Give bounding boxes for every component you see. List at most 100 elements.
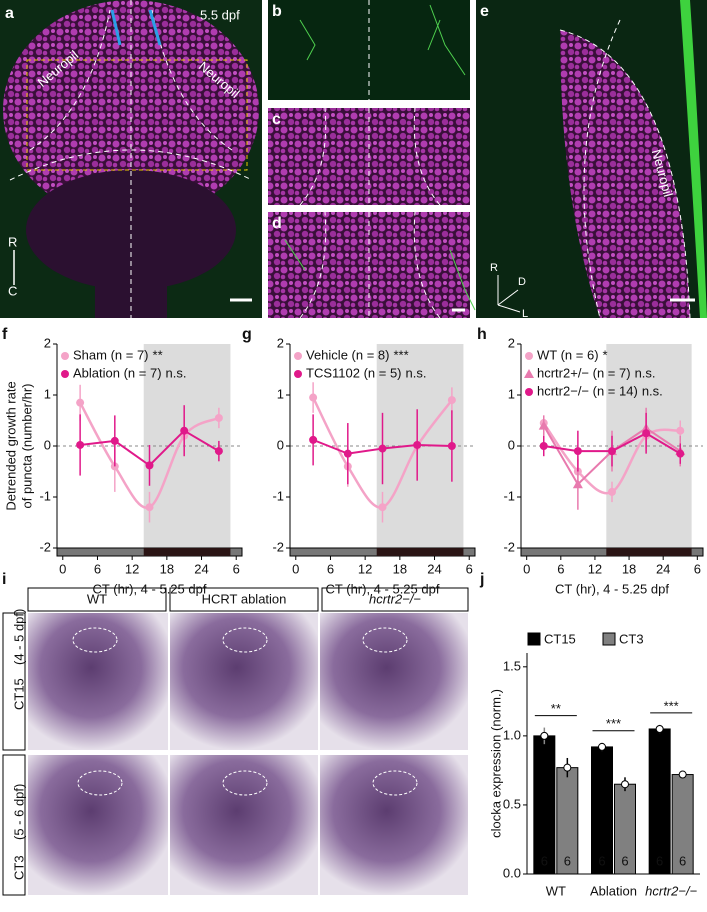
legend-label: TCS1102 (n = 5) [306, 365, 402, 380]
image-d [268, 211, 476, 319]
dark-bar [143, 548, 231, 556]
significance: * [603, 347, 608, 362]
y-tick-label: -1 [503, 488, 515, 503]
point [608, 447, 616, 456]
column-header: HCRT ablation [202, 591, 287, 606]
y-tick-label: 1 [277, 386, 284, 401]
x-axis-label: CT (hr), 4 - 5.25 dpf [326, 581, 440, 596]
y-tick-label: 1.5 [503, 658, 521, 673]
x-axis-label: CT (hr), 4 - 5.25 dpf [555, 581, 669, 596]
legend-label: Sham (n = 7) [73, 347, 149, 362]
x-tick-label: 24 [656, 561, 670, 576]
y-tick-label: 2 [277, 335, 284, 350]
point [378, 444, 387, 453]
dark-bar [606, 548, 692, 556]
image-c [268, 107, 470, 206]
legend-marker [61, 370, 69, 378]
x-tick-label: 18 [622, 561, 636, 576]
y-tick-label: -1 [39, 488, 51, 503]
panel-letter: b [272, 3, 282, 20]
point [621, 780, 629, 789]
y-tick-label: 0.5 [503, 796, 521, 811]
point [309, 393, 318, 402]
row-label: CT3 [11, 855, 26, 880]
point [642, 429, 651, 438]
panel-letter: f [2, 326, 8, 343]
panel-letter: g [242, 326, 252, 343]
y-tick-label: 0 [44, 437, 51, 452]
significance: n.s. [166, 365, 187, 380]
axis-label: R [490, 262, 498, 274]
column-header: WT [87, 591, 107, 606]
point [413, 440, 422, 449]
legend-marker [602, 632, 616, 646]
x-tick-label: hcrtr2−/− [645, 883, 697, 898]
point [76, 440, 85, 449]
image-a [0, 0, 262, 318]
panel-letter: e [480, 3, 489, 20]
significance: n.s. [642, 383, 663, 398]
significance: n.s. [406, 365, 427, 380]
legend-label: Ablation (n = 7) [73, 365, 162, 380]
x-tick-label: 0 [523, 561, 530, 576]
legend-marker [525, 352, 533, 360]
point [110, 436, 119, 445]
point [538, 420, 549, 430]
point [145, 461, 154, 470]
legend-marker [294, 352, 302, 360]
count-label: 6 [598, 853, 605, 868]
y-tick-label: 2 [508, 335, 515, 350]
significance: ** [551, 701, 561, 716]
x-tick-label: 18 [393, 561, 407, 576]
significance: *** [664, 698, 679, 713]
axis-label: R [8, 234, 17, 249]
significance: *** [393, 347, 408, 362]
y-tick-label: 1.0 [503, 727, 521, 742]
y-tick-label: -2 [503, 539, 515, 554]
legend-marker [294, 370, 302, 378]
x-tick-label: 24 [427, 561, 441, 576]
image-e [476, 0, 707, 319]
bar [648, 728, 671, 875]
panel-letter: i [2, 571, 6, 588]
point [447, 442, 456, 450]
legend-label: hcrtr2+/− (n = 7) [537, 365, 631, 380]
legend-marker [525, 388, 533, 396]
point [563, 763, 572, 772]
axis-label: L [522, 308, 528, 320]
significance: *** [606, 716, 621, 731]
count-label: 6 [541, 853, 548, 868]
row-label: (4 - 5 dpf) [11, 609, 26, 665]
y-axis-label: clocka expression (norm.) [488, 689, 503, 838]
y-tick-label: 1 [508, 386, 515, 401]
x-tick-label: WT [546, 883, 566, 898]
image-grid-i [2, 587, 469, 896]
panel-letter: a [5, 5, 14, 22]
x-tick-label: 12 [358, 561, 372, 576]
image-b [268, 0, 470, 100]
panel-letter: c [272, 111, 281, 128]
x-tick-label: 6 [466, 561, 473, 576]
legend-marker [527, 632, 541, 646]
y-tick-label: 2 [44, 335, 51, 350]
point [309, 435, 318, 444]
legend-marker [61, 352, 69, 360]
y-tick-label: 0 [277, 437, 284, 452]
count-label: 6 [679, 853, 686, 868]
y-tick-label: 1 [44, 386, 51, 401]
x-tick-label: 6 [94, 561, 101, 576]
axis-label: D [518, 276, 526, 288]
legend-label: WT (n = 6) [537, 347, 599, 362]
x-tick-label: 24 [194, 561, 208, 576]
x-tick-label: 12 [125, 561, 139, 576]
x-tick-label: Ablation [590, 883, 637, 898]
x-tick-label: 6 [233, 561, 240, 576]
point [676, 449, 685, 458]
legend-label: CT3 [619, 631, 644, 646]
point [378, 503, 387, 512]
point [573, 447, 582, 456]
x-tick-label: 6 [557, 561, 564, 576]
y-axis-label: Detrended growth rate [3, 381, 18, 510]
point [145, 503, 154, 512]
